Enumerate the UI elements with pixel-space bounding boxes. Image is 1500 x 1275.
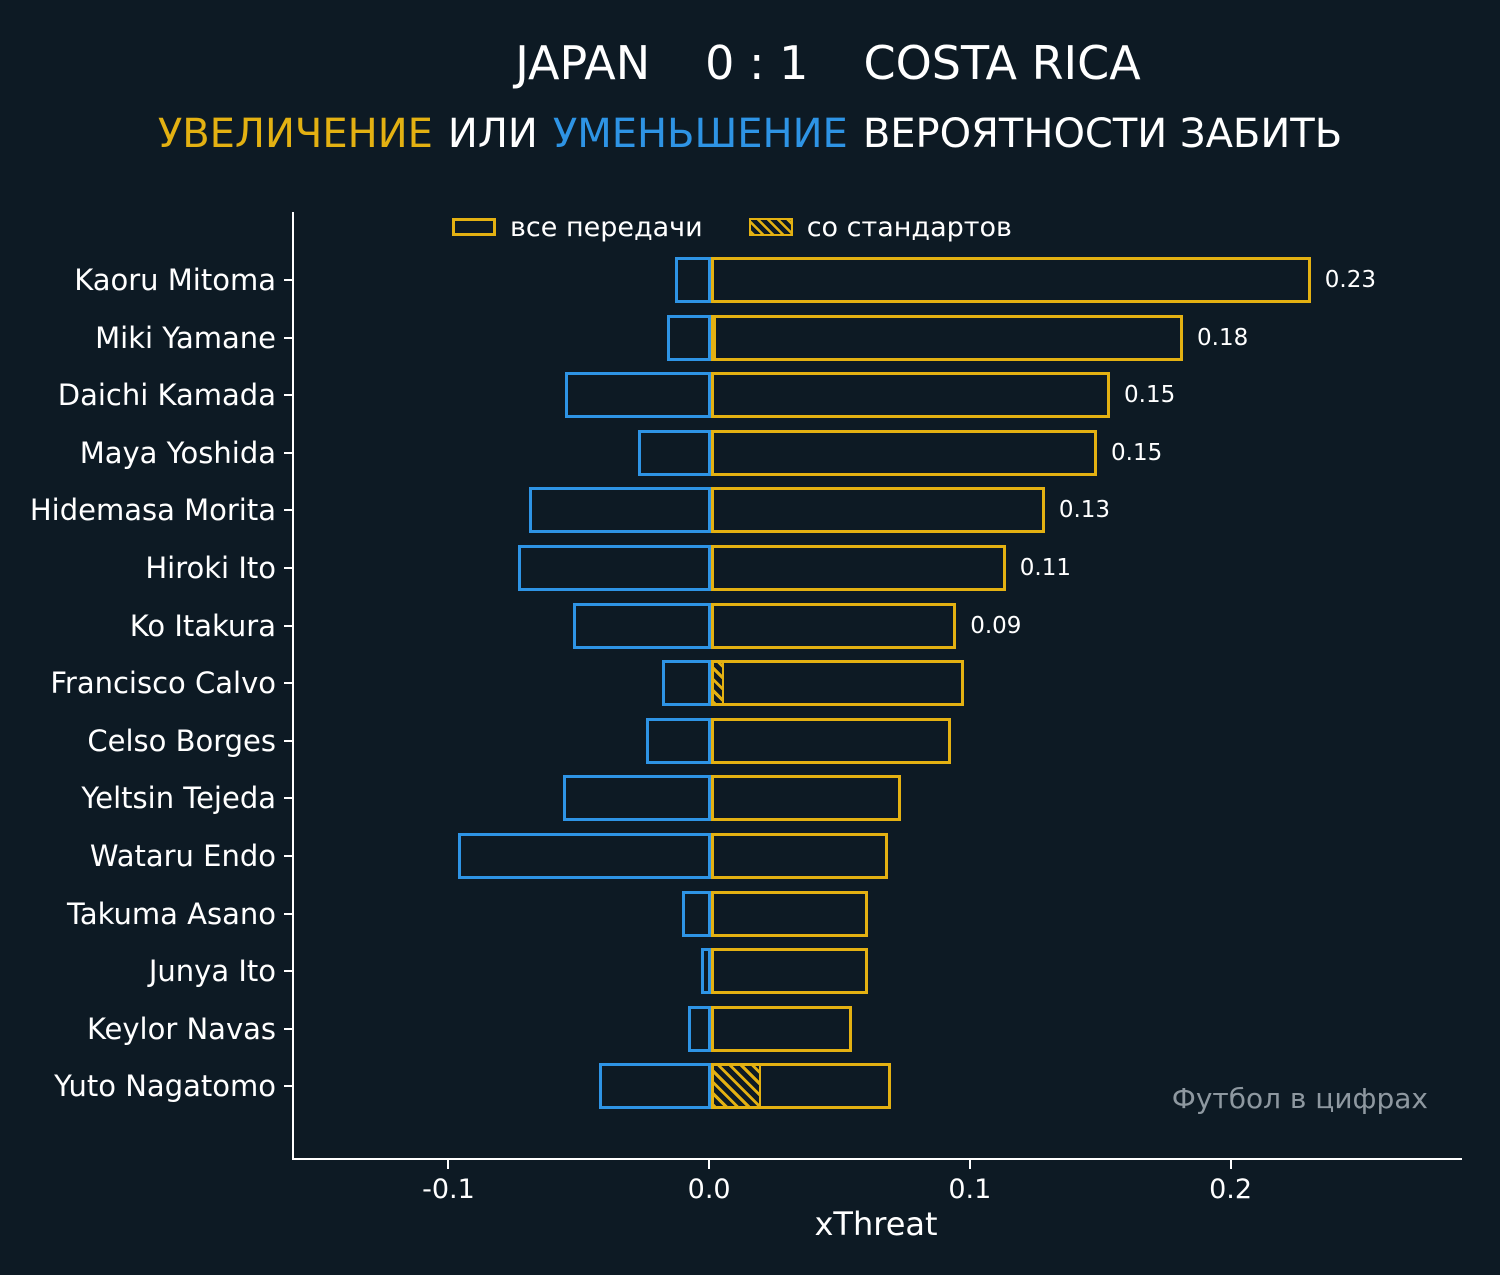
bar-value-label: 0.18 [1197,324,1249,351]
legend: все передачи со стандартов [452,211,1012,243]
x-axis-tick [1229,1160,1232,1169]
x-axis-tick [447,1160,450,1169]
player-name: Maya Yoshida [79,435,276,470]
bar-decrease [661,660,712,707]
bar-decrease [572,602,712,649]
bar-increase [711,1005,852,1052]
x-axis-ticks: -0.1 0.0 0.1 0.2 [292,1158,1460,1218]
legend-all-passes-swatch [452,218,496,236]
bar-decrease [638,429,712,476]
x-axis-tick [968,1160,971,1169]
bar-decrease [674,257,712,303]
x-axis-tick-label: 0.1 [948,1174,992,1205]
legend-all-passes-label: все передачи [510,211,703,243]
y-axis-tick [284,279,292,281]
subtitle-increase-word: УВЕЛИЧЕНИЕ [157,111,433,157]
bar-increase [711,314,1184,361]
bar-set-piece [711,660,725,707]
y-axis-tick [284,970,292,973]
bar-increase [711,833,889,879]
x-axis-tick-label: -0.1 [422,1174,475,1205]
away-team-name: COSTA RICA [863,36,1141,90]
subtitle-rest-words: ВЕРОЯТНОСТИ ЗАБИТЬ [862,111,1343,157]
player-name: Ko Itakura [129,608,276,643]
y-axis-tick [284,451,292,454]
chart-subtitle: УВЕЛИЧЕНИЕ ИЛИ УМЕНЬШЕНИЕ ВЕРОЯТНОСТИ ЗА… [0,112,1500,156]
player-name: Junya Ito [148,954,276,989]
player-name: Yeltsin Tejeda [81,781,276,816]
bar-decrease [458,833,712,879]
bar-set-piece [711,1063,761,1110]
bar-decrease [599,1063,712,1110]
bar-decrease [645,717,712,764]
y-axis-tick [284,1027,292,1030]
bar-increase [711,487,1045,534]
y-axis-tick [284,682,292,685]
player-name: Hiroki Ito [145,551,276,585]
bar-increase [711,429,1097,476]
match-title: JAPAN 0 : 1 COSTA RICA [78,38,1500,89]
y-axis-tick [284,855,292,857]
y-axis-tick [284,797,292,800]
y-axis-tick [284,1085,292,1088]
home-team-name: JAPAN [515,36,651,90]
player-name: Miki Yamane [95,320,276,355]
player-name: Yuto Nagatomo [54,1069,276,1104]
bar-increase [711,948,868,995]
bar-increase [711,890,868,937]
bar-decrease [565,372,712,419]
bar-decrease [700,948,712,995]
bar-value-label: 0.09 [970,612,1022,639]
y-axis-tick [284,912,292,915]
bar-increase [711,717,951,764]
bar-decrease [666,314,712,361]
watermark: Футбол в цифрах [1171,1082,1428,1115]
bar-set-piece [711,314,717,361]
y-axis-tick [284,739,292,742]
player-name: Takuma Asano [66,896,276,931]
y-axis-tick [284,624,292,627]
legend-set-pieces-label: со стандартов [806,211,1012,243]
player-name: Wataru Endo [89,839,276,873]
x-axis-tick-label: 0.2 [1209,1174,1253,1205]
bar-value-label: 0.23 [1324,267,1376,293]
bar-value-label: 0.11 [1019,555,1071,581]
subtitle-decrease-word: УМЕНЬШЕНИЕ [552,111,848,157]
bar-decrease [562,775,712,822]
plot-area: 0.23 0.18 0.15 0.15 0.13 0.11 0.09 [292,212,1462,1160]
player-name: Kaoru Mitoma [74,263,276,297]
bar-increase [711,660,965,707]
player-name: Francisco Calvo [50,666,276,701]
bar-decrease [528,487,712,534]
player-name: Celso Borges [87,723,276,758]
match-score: 0 : 1 [705,36,809,90]
y-axis-tick [284,509,292,512]
y-axis-tick [284,394,292,397]
bar-decrease [682,890,712,937]
bar-increase [711,372,1111,419]
legend-set-pieces-swatch [748,218,793,236]
player-name: Hidemasa Morita [29,493,276,528]
x-axis-tick-label: 0.0 [687,1174,731,1205]
y-axis-tick [284,567,292,569]
bar-increase [711,602,957,649]
bar-increase [711,257,1311,303]
bar-decrease [687,1005,712,1052]
x-axis-tick [708,1160,711,1169]
bar-value-label: 0.15 [1124,382,1176,409]
y-axis-player-names: Kaoru Mitoma Miki Yamane Daichi Kamada Maya… [0,0,292,1275]
player-name: Daichi Kamada [57,378,276,413]
subtitle-or-word: ИЛИ [447,111,538,157]
bar-decrease [518,545,712,591]
bar-value-label: 0.15 [1111,439,1163,466]
bar-increase [711,545,1006,591]
bar-value-label: 0.13 [1058,497,1111,524]
player-name: Keylor Navas [86,1011,276,1046]
y-axis-tick [284,336,292,339]
x-axis-label: xThreat [814,1205,938,1243]
bar-increase [711,775,902,822]
